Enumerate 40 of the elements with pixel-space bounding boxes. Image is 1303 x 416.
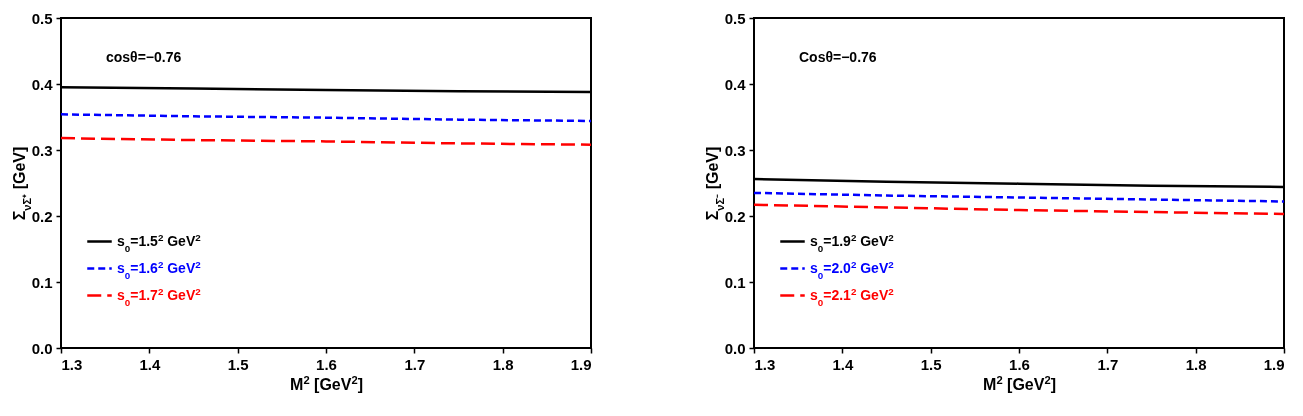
x-tick-label: 1.7 [1097,355,1119,373]
legend-label: s$_{0}$=1.9$^{2}$ GeV$^{2}$ [810,231,895,253]
annotation: Cosθ=−0.76 [799,49,877,65]
legend-label: s$_{0}$=2.1$^{2}$ GeV$^{2}$ [810,285,895,307]
y-tick-label: 0.0 [724,339,746,357]
legend-label: s$_{0}$=1.6$^{2}$ GeV$^{2}$ [117,258,202,280]
x-tick-label: 1.4 [832,355,854,373]
y-tick-label: 0.1 [724,273,746,291]
x-tick-label: 1.7 [404,355,426,373]
y-tick-label: 0.2 [31,207,53,225]
y-tick-label: 0.3 [31,141,53,159]
x-tick-label: 1.8 [492,355,514,373]
x-tick-label: 1.8 [1185,355,1207,373]
x-axis-title: M$^{2}$ [GeV$^{2}$] [983,373,1056,393]
x-tick-label: 1.5 [227,355,249,373]
x-tick-label: 1.9 [1263,355,1285,373]
legend-label: s$_{0}$=1.5$^{2}$ GeV$^{2}$ [117,231,202,253]
y-tick-label: 0.3 [724,141,746,159]
x-tick-label: 1.3 [61,355,83,373]
line-series [754,191,1284,203]
x-axis-title: M$^{2}$ [GeV$^{2}$] [290,373,363,393]
legend-label: s$_{0}$=1.7$^{2}$ GeV$^{2}$ [117,285,202,307]
y-tick-label: 0.4 [724,75,747,93]
x-tick-label: 1.6 [1009,355,1030,373]
x-tick-label: 1.3 [754,355,776,373]
y-tick-label: 0.0 [31,339,53,357]
annotation: cosθ=−0.76 [106,49,182,65]
x-tick-label: 1.4 [139,355,161,373]
y-tick-label: 0.2 [724,207,746,225]
y-tick-label: 0.5 [31,9,53,27]
x-tick-label: 1.9 [570,355,592,373]
y-tick-label: 0.4 [31,75,54,93]
legend-label: s$_{0}$=2.0$^{2}$ GeV$^{2}$ [810,258,895,280]
line-series [61,113,591,123]
x-tick-label: 1.5 [920,355,942,373]
x-tick-label: 1.6 [316,355,337,373]
line-series [754,203,1284,216]
y-tick-label: 0.5 [724,9,746,27]
y-tick-label: 0.1 [31,273,53,291]
line-series [61,136,591,146]
